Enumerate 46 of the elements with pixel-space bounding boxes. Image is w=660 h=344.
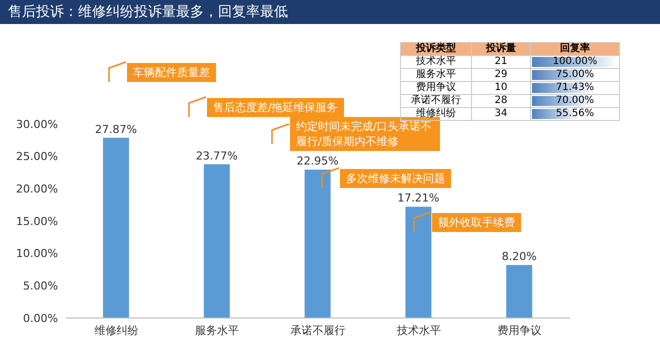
text: 售后态度差/拖延维保服务 [207, 98, 344, 116]
data-label: 34 [494, 108, 508, 119]
bar [405, 206, 432, 318]
y-tick-label: 25.00% [16, 150, 58, 164]
data-label: 21 [494, 56, 508, 67]
y-tick-label: 0.00% [23, 312, 58, 325]
data-label: 55.56% [556, 108, 594, 119]
y-tick-label: 10.00% [16, 247, 58, 260]
data-label: 17.21% [397, 192, 440, 205]
y-tick-label: 15.00% [16, 214, 58, 228]
annotation: 多次维修未解决问题 [340, 168, 451, 188]
data-label: 70.00% [556, 95, 594, 106]
data-label: 22.95% [296, 154, 339, 168]
x-tick-label: 承诺不履行 [290, 324, 346, 337]
data-label: 75.00% [556, 69, 594, 80]
category-label: 费用争议 [400, 82, 472, 94]
category-label: 服务水平 [400, 68, 472, 82]
chart-title: 售后投诉：维修纠纷投诉量最多，回复率最低 [0, 0, 660, 24]
y-tick-label: 20.00% [16, 182, 58, 196]
x-tick-label: 费用争议 [498, 324, 542, 337]
data-label: 23.77% [196, 149, 238, 162]
bar [103, 138, 129, 318]
data-label: 71.43% [556, 82, 594, 93]
annotation: 约定时间未完成/口头承诺不履行/质保期内不维修 [296, 120, 432, 148]
x-tick-label: 服务水平 [195, 324, 240, 337]
category-label: 承诺不履行 [400, 94, 472, 108]
data-label: 27.87% [95, 122, 137, 136]
y-tick-label: 30.00% [16, 118, 58, 131]
category-label: 维修纠纷 [400, 108, 472, 120]
bar [204, 164, 230, 318]
annotation: 额外收取手续费 [432, 212, 521, 232]
data-label: 28 [494, 95, 508, 106]
data-label: 100.00% [552, 56, 598, 67]
series-label: 回复率 [530, 42, 620, 56]
text: 投诉类型 [400, 42, 472, 56]
x-tick-label: 技术水平 [396, 324, 441, 337]
data-label: 29 [494, 69, 508, 80]
bar [304, 170, 331, 318]
data-label: 10 [494, 82, 508, 93]
text: 车辆配件质量差 [127, 62, 216, 82]
y-tick-label: 5.00% [23, 280, 58, 293]
data-label: 8.20% [502, 250, 537, 263]
text: 投诉量 [472, 42, 530, 56]
category-label: 技术水平 [400, 56, 472, 68]
bar [506, 264, 532, 318]
x-tick-label: 维修纠纷 [94, 324, 138, 337]
